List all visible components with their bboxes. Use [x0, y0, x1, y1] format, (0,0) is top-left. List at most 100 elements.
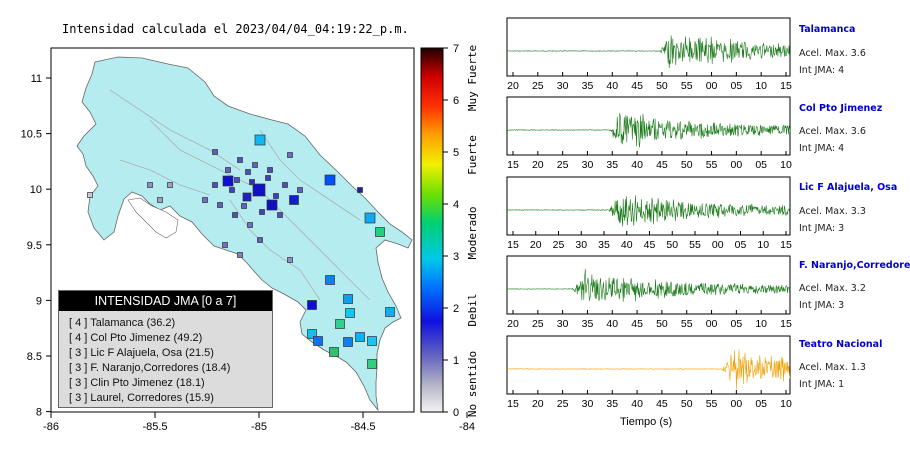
station-marker [329, 347, 339, 357]
waveform-tick-label: 30 [575, 239, 587, 251]
waveform-tick-label: 00 [731, 398, 743, 410]
colorbar-category-label: Muy Fuerte [466, 45, 479, 111]
waveform-trace [506, 195, 791, 227]
waveform-tick-label: 15 [780, 239, 792, 251]
station-marker [287, 257, 293, 263]
y-tick-label: 9 [36, 295, 42, 307]
waveform-panels: 20 25 30 35 40 45 50 55 00 05 10 15 15 20 25 30 35 40 45 50… [506, 17, 792, 410]
waveform-tick-label: 20 [530, 239, 542, 251]
intensity-legend: INTENSIDAD JMA [0 a 7] [ 4 ] Talamanca (… [58, 290, 273, 408]
y-tick-label: 8.5 [27, 351, 42, 363]
colorbar-tick-label: 0 [453, 407, 459, 419]
waveform-tick-label: 40 [621, 239, 633, 251]
waveform-tick-label: 20 [532, 159, 544, 171]
waveform-tick-label: 10 [755, 80, 767, 92]
station-acel: Acel. Max. 3.6 [799, 126, 866, 137]
y-tick-label: 10 [30, 184, 42, 196]
station-marker [267, 167, 273, 173]
waveform-tick-label: 55 [689, 239, 701, 251]
station-int: Int JMA: 3 [799, 300, 845, 311]
station-marker [87, 192, 93, 198]
legend-item: [ 3 ] Laurel, Corredores (15.9) [69, 392, 214, 404]
waveform-tick-label: 25 [532, 80, 544, 92]
station-marker [225, 167, 231, 173]
waveform-tick-label: 05 [731, 80, 743, 92]
waveform-tick-label: 50 [656, 318, 668, 330]
waveform-tick-label: 45 [631, 80, 643, 92]
waveform-frame [506, 335, 791, 395]
station-marker [367, 359, 377, 369]
station-marker [234, 177, 240, 183]
waveform-trace [506, 268, 791, 302]
legend-item: [ 3 ] F. Naranjo,Corredores (18.4) [69, 362, 231, 374]
waveform-tick-label: 45 [656, 159, 668, 171]
waveform-tick-label: 55 [706, 398, 718, 410]
station-marker [282, 182, 288, 188]
waveform-tick-label: 15 [780, 318, 792, 330]
station-marker [345, 308, 355, 318]
waveform-tick-label: 25 [557, 398, 569, 410]
colorbar-tick-label: 5 [453, 147, 459, 159]
station-marker [222, 175, 234, 187]
station-marker [266, 199, 278, 211]
waveform-panel: 20 25 30 35 40 45 50 55 00 05 10 15 [506, 255, 792, 330]
waveform-tick-label: 35 [582, 318, 594, 330]
waveform-tick-label: 05 [755, 159, 767, 171]
waveform-tick-label: 30 [557, 318, 569, 330]
waveform-tick-label: 05 [731, 318, 743, 330]
waveform-tick-label: 10 [757, 239, 769, 251]
station-int: Int JMA: 4 [799, 143, 845, 154]
station-int: Int JMA: 4 [799, 65, 845, 76]
colorbar-tick-label: 7 [453, 43, 459, 55]
station-marker [335, 319, 345, 329]
legend-item: [ 3 ] Clin Pto Jimenez (18.1) [69, 377, 205, 389]
station-marker [324, 174, 336, 186]
station-name-col-pto-jimenez: Col Pto Jimenez [799, 103, 883, 114]
station-marker [229, 187, 235, 193]
waveform-trace [506, 349, 791, 389]
waveform-tick-label: 00 [706, 318, 718, 330]
x-tick-label: -86 [43, 421, 59, 433]
waveform-tick-label: 10 [755, 318, 767, 330]
station-marker [385, 307, 395, 317]
waveform-tick-label: 20 [507, 80, 519, 92]
station-marker [222, 242, 228, 248]
waveform-tick-label: 20 [507, 318, 519, 330]
legend-item: [ 3 ] Lic F Alajuela, Osa (21.5) [69, 347, 214, 359]
station-marker [242, 192, 252, 202]
waveform-tick-label: 45 [631, 318, 643, 330]
station-marker [147, 182, 153, 188]
waveform-tick-label: 15 [507, 239, 519, 251]
station-marker [367, 336, 377, 346]
waveform-tick-label: 25 [553, 239, 565, 251]
station-marker [245, 169, 251, 175]
colorbar-tick-label: 4 [453, 199, 459, 211]
road-lines [109, 89, 371, 301]
waveform-panel: 15 20 25 30 35 40 45 50 55 00 05 10 [506, 96, 792, 171]
station-acel: Acel. Max. 1.3 [799, 362, 866, 373]
x-tick-label: -85.5 [142, 421, 167, 433]
waveform-tick-label: 50 [666, 239, 678, 251]
y-tick-label: 8 [36, 407, 42, 419]
legend-item: [ 4 ] Col Pto Jimenez (49.2) [69, 332, 203, 344]
y-tick-label: 11 [31, 73, 42, 85]
waveform-tick-label: 50 [681, 398, 693, 410]
station-marker [212, 149, 218, 155]
station-marker [364, 212, 376, 224]
colorbar-tick-label: 3 [453, 251, 459, 263]
waveform-tick-label: 20 [532, 398, 544, 410]
station-marker [212, 182, 218, 188]
waveform-tick-label: 35 [598, 239, 610, 251]
waveform-frame [506, 17, 791, 77]
station-name-lic-f-alajuela: Lic F Alajuela, Osa [799, 182, 898, 193]
waveform-tick-label: 25 [532, 318, 544, 330]
station-marker [277, 212, 283, 218]
map-title: Intensidad calculada el 2023/04/04_04:19… [62, 22, 409, 36]
waveform-tick-label: 40 [606, 318, 618, 330]
waveform-trace [507, 112, 791, 148]
x-tick-label: -85 [251, 421, 267, 433]
legend-item: [ 4 ] Talamanca (36.2) [69, 317, 176, 329]
waveform-xlabel: Tiempo (s) [620, 416, 673, 428]
x-tick-label: -84.5 [350, 421, 375, 433]
station-marker [343, 337, 353, 347]
